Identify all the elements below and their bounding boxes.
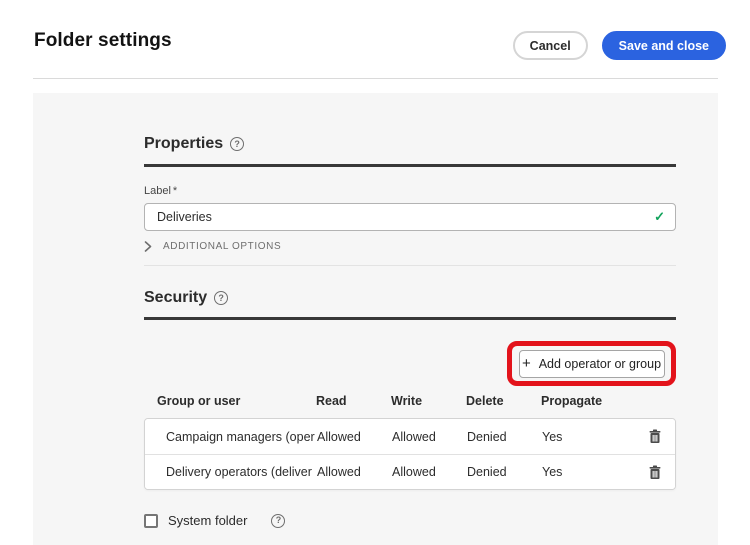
- delete-row-button[interactable]: [646, 427, 664, 446]
- folder-settings-panel: Properties ? Label* ✓ ADDITIONAL OPTIONS…: [33, 93, 718, 545]
- label-field-label: Label *: [144, 185, 177, 197]
- col-header-group-or-user: Group or user: [157, 394, 241, 408]
- add-operator-label: Add operator or group: [538, 356, 662, 371]
- system-folder-row: System folder ?: [144, 513, 286, 528]
- cell-group-or-user: Delivery operators (deliver: [166, 465, 312, 479]
- trash-icon: [649, 465, 661, 479]
- cell-propagate: Yes: [542, 465, 563, 479]
- additional-options-toggle[interactable]: ADDITIONAL OPTIONS: [144, 241, 281, 252]
- cell-read: Allowed: [317, 429, 361, 444]
- cell-delete: Denied: [467, 429, 507, 444]
- security-section-rule: [144, 317, 676, 320]
- required-asterisk: *: [172, 185, 178, 197]
- system-folder-label: System folder: [168, 513, 248, 528]
- security-section-heading: Security ?: [144, 289, 229, 307]
- col-header-delete: Delete: [466, 394, 504, 408]
- properties-bottom-divider: [144, 265, 676, 266]
- header-actions: Cancel Save and close: [512, 31, 726, 60]
- label-input[interactable]: [144, 203, 676, 231]
- table-row[interactable]: Campaign managers (oper Allowed Allowed …: [145, 419, 675, 454]
- plus-icon: +: [521, 355, 531, 372]
- properties-help-icon[interactable]: ?: [230, 137, 245, 151]
- delete-row-button[interactable]: [646, 463, 664, 482]
- system-folder-help-icon[interactable]: ?: [271, 513, 286, 528]
- cell-group-or-user: Campaign managers (oper: [166, 429, 315, 444]
- red-highlight-annotation: + Add operator or group: [507, 341, 676, 386]
- label-text: Label: [144, 185, 171, 197]
- properties-section-heading: Properties ?: [144, 135, 245, 153]
- trash-icon: [649, 429, 661, 443]
- cancel-button[interactable]: Cancel: [512, 31, 588, 60]
- properties-heading-text: Properties: [144, 135, 224, 152]
- page-title: Folder settings: [34, 30, 172, 51]
- col-header-read: Read: [316, 394, 347, 408]
- security-heading-text: Security: [144, 289, 208, 306]
- label-field-wrap: ✓: [144, 203, 676, 231]
- cell-propagate: Yes: [542, 429, 563, 444]
- properties-section-rule: [144, 164, 676, 167]
- cell-read: Allowed: [317, 465, 361, 479]
- security-help-icon[interactable]: ?: [214, 291, 229, 305]
- add-operator-or-group-button[interactable]: + Add operator or group: [518, 349, 665, 378]
- header-divider: [33, 78, 718, 79]
- system-folder-checkbox[interactable]: [144, 513, 158, 528]
- permissions-table: Campaign managers (oper Allowed Allowed …: [144, 418, 676, 490]
- cell-write: Allowed: [392, 465, 436, 479]
- col-header-propagate: Propagate: [541, 394, 603, 408]
- cell-delete: Denied: [467, 465, 507, 479]
- save-and-close-button[interactable]: Save and close: [601, 31, 726, 60]
- additional-options-label: ADDITIONAL OPTIONS: [163, 241, 282, 252]
- col-header-write: Write: [391, 394, 423, 408]
- permissions-table-header: Group or user Read Write Delete Propagat…: [144, 394, 676, 410]
- chevron-right-icon: [144, 241, 152, 252]
- table-row[interactable]: Delivery operators (deliver Allowed Allo…: [145, 454, 675, 489]
- cell-write: Allowed: [392, 429, 436, 444]
